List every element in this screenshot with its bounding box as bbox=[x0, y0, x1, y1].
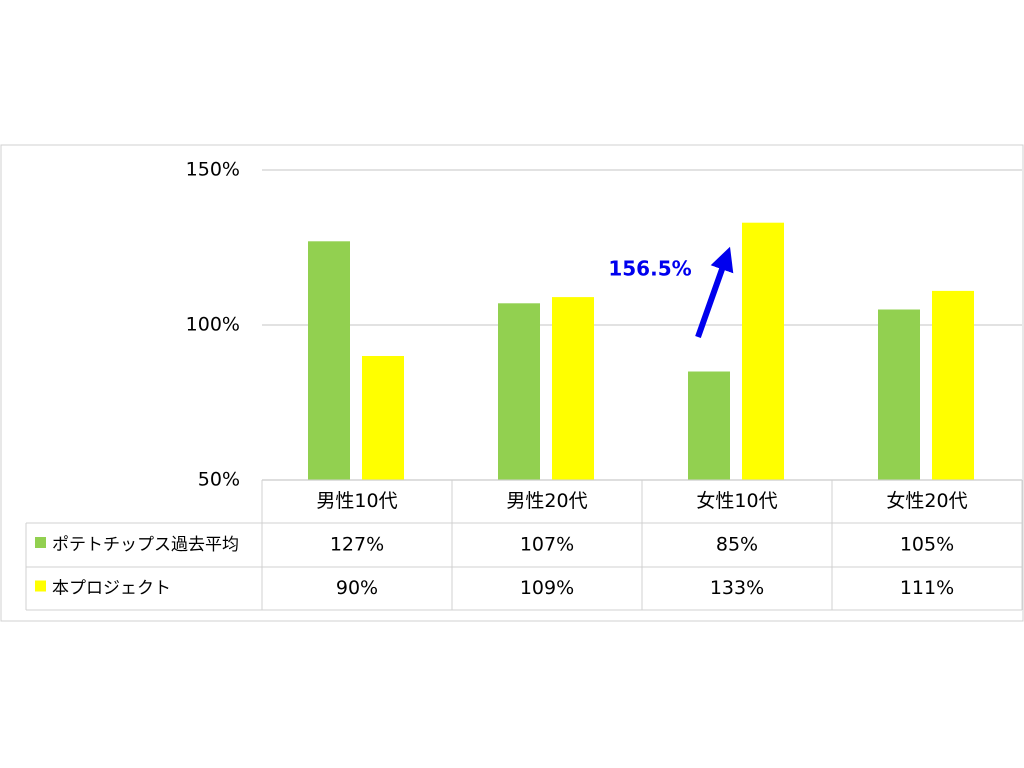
legend-swatch bbox=[35, 580, 46, 592]
bar bbox=[552, 297, 594, 480]
table-value: 85% bbox=[716, 534, 758, 556]
table-value: 133% bbox=[710, 577, 764, 599]
bar bbox=[932, 290, 974, 480]
table-value: 127% bbox=[330, 534, 384, 556]
annotation-arrow bbox=[695, 246, 734, 339]
x-tick-label: 女性10代 bbox=[696, 490, 777, 512]
table-value: 111% bbox=[900, 577, 954, 599]
bar bbox=[362, 356, 404, 480]
legend-swatch bbox=[35, 537, 46, 548]
legend-label: ポテトチップス過去平均 bbox=[52, 535, 239, 555]
table-value: 90% bbox=[336, 577, 378, 599]
y-tick-label: 50% bbox=[198, 469, 240, 491]
bar bbox=[688, 371, 730, 480]
table-value: 107% bbox=[520, 534, 574, 556]
x-tick-label: 男性10代 bbox=[316, 490, 397, 512]
bar bbox=[878, 309, 920, 480]
annotation: 156.5% bbox=[608, 257, 691, 281]
bar bbox=[498, 303, 540, 480]
x-tick-label: 男性20代 bbox=[506, 490, 587, 512]
legend-label: 本プロジェクト bbox=[52, 579, 171, 599]
bar bbox=[308, 241, 350, 480]
table-value: 109% bbox=[520, 577, 574, 599]
y-tick-label: 100% bbox=[186, 314, 240, 336]
y-tick-label: 150% bbox=[186, 159, 240, 181]
x-tick-label: 女性20代 bbox=[886, 490, 967, 512]
table-value: 105% bbox=[900, 534, 954, 556]
bar bbox=[742, 222, 784, 480]
